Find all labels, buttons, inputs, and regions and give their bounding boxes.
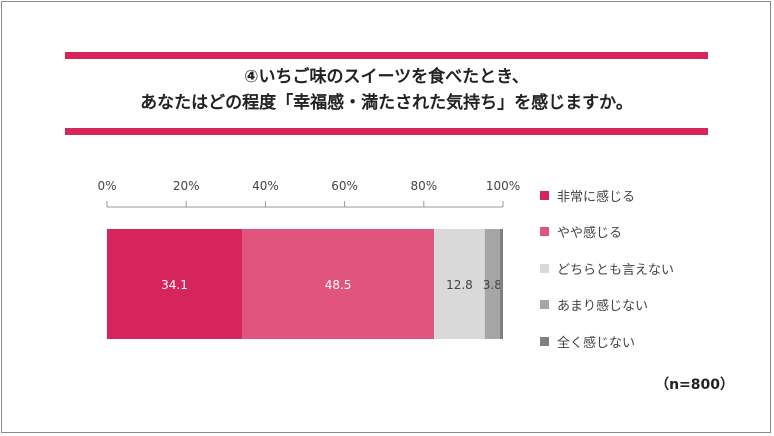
x-tick-label: 20%	[173, 179, 200, 193]
chart-title-line-1: ④いちご味のスイーツを食べたとき、	[244, 67, 529, 87]
bar-data-label: 48.5	[325, 278, 352, 292]
title-band-top	[65, 52, 708, 59]
x-tick-label: 40%	[252, 179, 279, 193]
legend-label: やや感じる	[557, 226, 623, 241]
legend-item: 全く感じない	[540, 332, 674, 351]
legend-swatch	[540, 227, 549, 236]
sample-size-note: （n=800）	[655, 377, 734, 393]
legend-swatch	[540, 336, 549, 346]
chart-title-line-2: あなたはどの程度「幸福感・満たされた気持ち」を感じますか。	[140, 93, 633, 113]
bar-data-label: 12.8	[446, 278, 473, 292]
legend-swatch	[540, 190, 549, 200]
x-tick-label: 100%	[486, 179, 520, 193]
bar-segment	[107, 229, 243, 339]
legend-item: あまり感じない	[540, 296, 674, 314]
x-tick-label: 0%	[97, 179, 116, 193]
bar-data-label: 3.8	[483, 278, 502, 292]
legend-swatch	[540, 300, 549, 309]
x-tick-label: 60%	[331, 179, 358, 193]
bar-segment	[484, 229, 500, 339]
legend-label: 非常に感じる	[557, 189, 636, 205]
legend-label: 全く感じない	[557, 335, 636, 351]
legend-label: あまり感じない	[557, 299, 649, 314]
bar-segment	[499, 229, 503, 339]
legend-item: どちらとも言えない	[540, 259, 675, 278]
bar-segment	[242, 229, 435, 339]
legend-label: どちらとも言えない	[557, 262, 675, 278]
chart-title: ④いちご味のスイーツを食べたとき、 あなたはどの程度「幸福感・満たされた気持ち」…	[65, 64, 708, 116]
chart-legend: 非常に感じる やや感じるどちらとも言えない あまり感じない 全く感じない	[540, 186, 674, 369]
x-tick-label: 80%	[410, 179, 437, 193]
legend-item: 非常に感じる	[540, 186, 674, 205]
legend-item: やや感じる	[540, 223, 674, 241]
bar-data-label: 34.1	[161, 278, 188, 292]
title-band-bottom	[65, 128, 708, 135]
bar-segment	[434, 229, 485, 339]
legend-swatch	[540, 263, 549, 273]
